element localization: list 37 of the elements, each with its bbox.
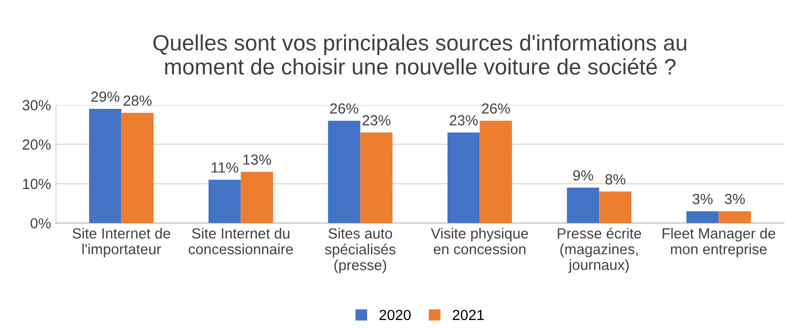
data-label: 26% <box>482 103 510 114</box>
bar <box>208 180 241 224</box>
y-tick-label: 0% <box>30 218 51 228</box>
x-tick-label: Site Internet de l'importateur <box>72 228 170 258</box>
x-tick-label: Visite physique en concession <box>430 228 528 254</box>
bar <box>599 192 632 224</box>
y-tick-label: 10% <box>23 178 51 190</box>
bar <box>240 172 274 224</box>
x-tick-label: Sites auto spécialisés (presse) <box>325 228 396 274</box>
y-tick-label: 30% <box>22 100 51 110</box>
bar <box>89 108 122 224</box>
x-tick-label: Fleet Manager de mon entreprise <box>662 228 776 258</box>
data-label: 8% <box>605 174 626 185</box>
bar <box>480 120 512 224</box>
bar <box>718 211 751 224</box>
data-label: 23% <box>450 115 478 126</box>
chart-title: Quelles sont vos principales sources d'informations au moment de choisir une nouvelle voiture de société ? <box>153 34 686 75</box>
legend-label: 2021 <box>452 310 484 320</box>
data-label: 9% <box>573 170 594 181</box>
legend-label: 2020 <box>380 310 411 320</box>
data-label: 13% <box>243 154 272 165</box>
x-tick-label: Presse écrite (magazines, journaux) <box>558 228 642 273</box>
data-label: 23% <box>362 115 390 126</box>
data-label: 3% <box>724 194 745 204</box>
bar <box>121 112 154 224</box>
bar <box>360 132 393 224</box>
bar <box>328 120 360 224</box>
data-label: 28% <box>124 95 152 106</box>
bar <box>686 211 719 224</box>
x-tick-label: Site Internet du concessionnaire <box>188 228 293 254</box>
bar <box>566 188 600 224</box>
data-label: 26% <box>330 103 358 114</box>
y-tick-label: 20% <box>22 139 51 150</box>
bar <box>447 132 480 224</box>
data-label: 3% <box>692 194 713 204</box>
data-label: 11% <box>212 162 238 173</box>
data-label: 29% <box>91 92 120 102</box>
